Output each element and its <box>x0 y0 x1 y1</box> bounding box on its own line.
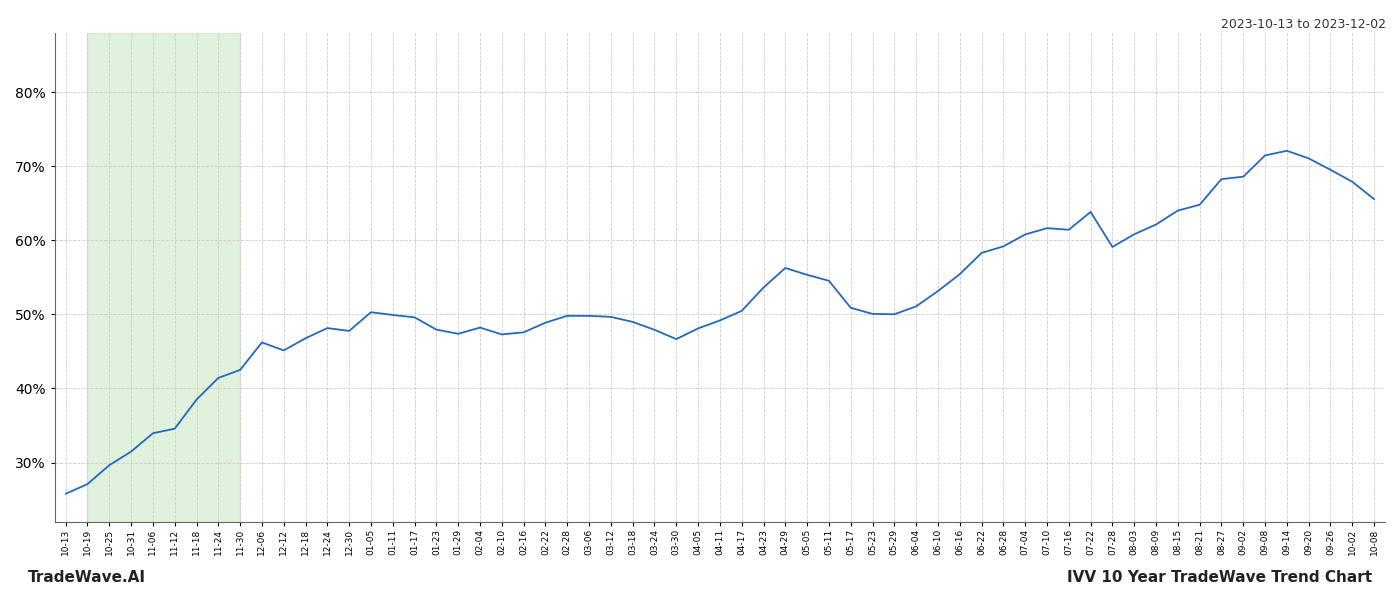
Text: TradeWave.AI: TradeWave.AI <box>28 570 146 585</box>
Text: 2023-10-13 to 2023-12-02: 2023-10-13 to 2023-12-02 <box>1221 18 1386 31</box>
Text: IVV 10 Year TradeWave Trend Chart: IVV 10 Year TradeWave Trend Chart <box>1067 570 1372 585</box>
Bar <box>87 33 241 522</box>
